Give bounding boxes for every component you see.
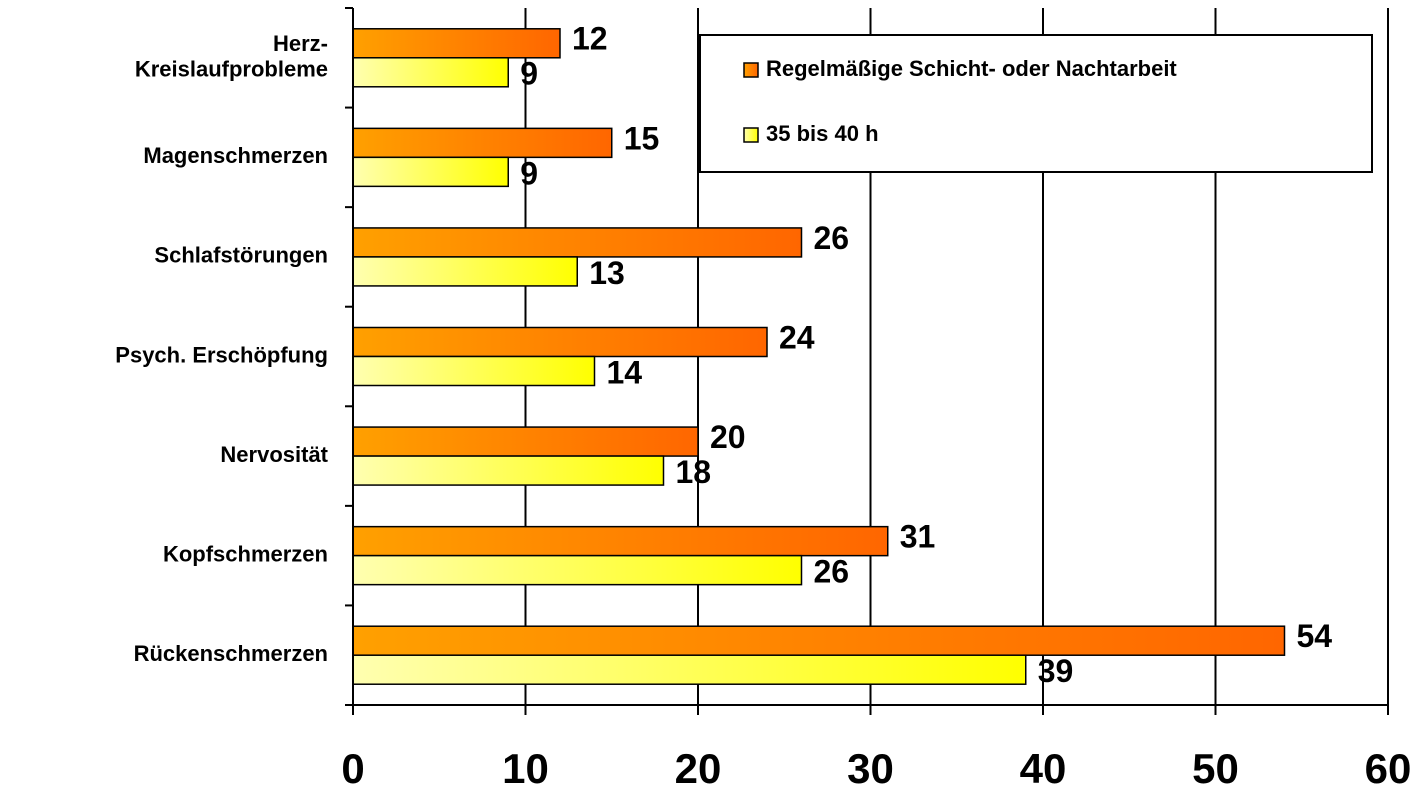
y-tick-label: Herz-Kreislaufprobleme: [135, 31, 328, 81]
x-tick-label: 40: [1020, 745, 1067, 792]
y-tick-label: Magenschmerzen: [143, 143, 328, 168]
value-label: 9: [520, 155, 538, 191]
value-label: 12: [572, 21, 608, 57]
x-tick-label: 50: [1192, 745, 1239, 792]
legend-swatch: [743, 127, 759, 143]
bar: [352, 455, 665, 486]
value-label: 18: [676, 454, 712, 490]
bar: [352, 227, 803, 258]
y-tick-label: Rückenschmerzen: [134, 641, 328, 666]
bar: [352, 326, 768, 358]
value-label: 9: [520, 56, 538, 92]
value-label: 31: [900, 519, 936, 555]
bar: [352, 654, 1027, 685]
value-label: 15: [624, 120, 660, 156]
bar: [352, 525, 889, 557]
value-label: 26: [814, 220, 850, 256]
bar: [352, 28, 561, 59]
y-tick-label: Nervosität: [220, 442, 328, 467]
bar: [352, 355, 596, 387]
bar: [352, 554, 803, 586]
x-tick-label: 30: [847, 745, 894, 792]
legend-box: [699, 34, 1373, 173]
bar: [352, 426, 699, 457]
value-label: 14: [607, 354, 643, 390]
value-label: 39: [1038, 653, 1074, 689]
bar: [352, 625, 1286, 656]
x-tick-label: 0: [341, 745, 364, 792]
legend-label: 35 bis 40 h: [766, 121, 879, 146]
value-label: 24: [779, 319, 815, 355]
y-tick-label: Schlafstörungen: [154, 243, 328, 268]
legend-swatch: [743, 62, 759, 78]
bar: [352, 156, 509, 188]
y-tick-label: Psych. Erschöpfung: [115, 342, 328, 367]
bar: [352, 57, 509, 88]
value-label: 26: [814, 554, 850, 590]
x-tick-label: 20: [675, 745, 722, 792]
x-tick-label: 10: [502, 745, 549, 792]
y-tick-label: Kopfschmerzen: [163, 541, 328, 566]
value-label: 13: [589, 255, 625, 291]
legend-label: Regelmäßige Schicht- oder Nachtarbeit: [766, 56, 1177, 81]
bar: [352, 127, 613, 159]
value-label: 20: [710, 419, 746, 455]
x-tick-label: 60: [1365, 745, 1412, 792]
value-label: 54: [1297, 618, 1333, 654]
bar: [352, 256, 578, 287]
